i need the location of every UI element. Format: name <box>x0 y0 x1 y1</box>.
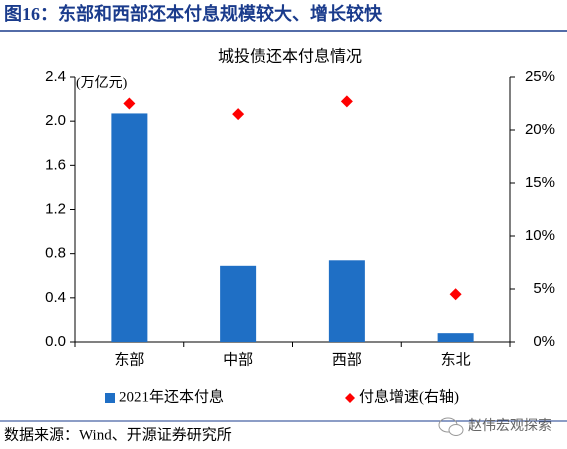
y2-tick-label: 5% <box>533 280 555 297</box>
source: 数据来源：Wind、开源证券研究所 <box>4 426 232 443</box>
y-tick-label: 1.6 <box>45 156 66 173</box>
y2-tick-label: 25% <box>525 68 555 85</box>
unit-annotation: (万亿元) <box>76 75 128 91</box>
chart-title: 城投债还本付息情况 <box>218 48 362 66</box>
figure-title: 图16：东部和西部还本付息规模较大、增长较快 <box>4 3 383 24</box>
legend-label: 2021年还本付息 <box>119 388 224 405</box>
y2-tick-label: 20% <box>525 121 555 138</box>
y2-tick-label: 15% <box>525 174 555 191</box>
x-tick-label: 中部 <box>223 351 253 368</box>
x-tick-label: 东北 <box>441 351 471 368</box>
y-tick-label: 1.2 <box>45 200 66 217</box>
bar <box>437 333 474 342</box>
x-tick-label: 西部 <box>332 351 362 368</box>
bar <box>111 113 148 342</box>
y2-tick-label: 10% <box>525 227 555 244</box>
y-tick-label: 2.4 <box>45 68 66 85</box>
y-tick-label: 0.4 <box>45 289 66 306</box>
y-tick-label: 2.0 <box>45 112 66 129</box>
legend-swatch <box>345 393 355 403</box>
marker <box>340 95 353 108</box>
bar <box>328 260 365 342</box>
y2-tick-label: 0% <box>533 333 555 350</box>
watermark-icon <box>448 424 464 436</box>
watermark: 赵伟宏观探索 <box>438 417 552 436</box>
y-tick-label: 0.0 <box>45 333 66 350</box>
marker <box>123 97 136 110</box>
legend-label: 付息增速(右轴) <box>359 388 459 405</box>
y-tick-label: 0.8 <box>45 245 66 262</box>
legend-swatch <box>105 393 115 403</box>
watermark-text: 赵伟宏观探索 <box>468 417 552 434</box>
marker <box>232 108 245 121</box>
x-tick-label: 东部 <box>114 351 144 368</box>
bar <box>220 265 257 342</box>
marker <box>449 288 462 301</box>
